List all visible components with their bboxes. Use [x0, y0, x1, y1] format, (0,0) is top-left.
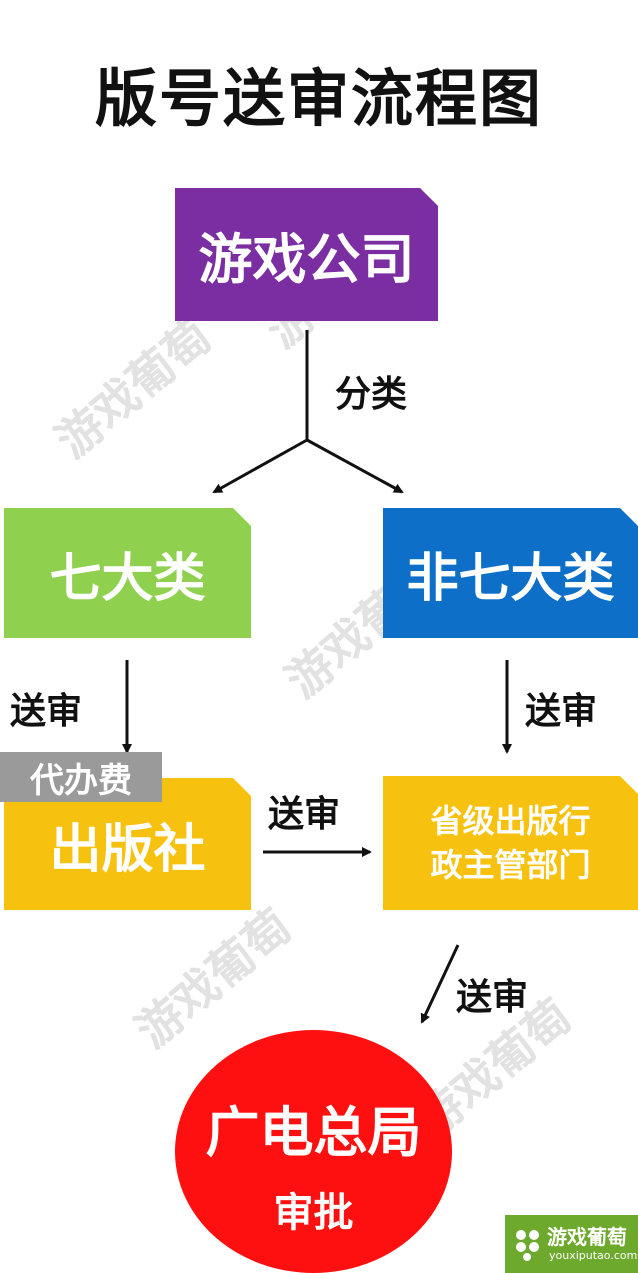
- brand-logo: 游戏葡萄 youxiputao.com: [505, 1215, 638, 1273]
- arrow-province-to-sapprft: [420, 944, 460, 1024]
- node-sapprft: 广电总局 审批: [175, 1030, 452, 1273]
- node-label: 广电总局: [205, 1100, 422, 1164]
- fee-badge: 代办费: [0, 752, 162, 802]
- node-non-seven-categories: 非七大类: [383, 508, 638, 638]
- edge-label-classify: 分类: [335, 373, 408, 415]
- edge-label-send-mid: 送审: [268, 793, 341, 835]
- page-title: 版号送审流程图: [94, 62, 543, 135]
- logo-text: 游戏葡萄: [547, 1225, 627, 1249]
- edge-label-send-right: 送审: [525, 690, 598, 732]
- logo-url: youxiputao.com: [549, 1249, 638, 1262]
- node-sublabel: 审批: [273, 1189, 354, 1236]
- arrow-to-seven: [212, 438, 308, 494]
- node-label-line1: 省级出版行: [430, 802, 591, 840]
- node-seven-categories: 七大类: [4, 508, 251, 638]
- grape-icon: [516, 1230, 539, 1261]
- node-label: 七大类: [49, 547, 206, 609]
- edge-label-send-bottom: 送审: [456, 976, 529, 1018]
- node-label: 游戏公司: [198, 227, 415, 291]
- arrow-to-non-seven: [306, 438, 404, 494]
- edge-label-send-left: 送审: [10, 690, 83, 732]
- node-label: 非七大类: [406, 547, 615, 609]
- node-label-line2: 政主管部门: [430, 846, 591, 884]
- node-provincial-authority: 省级出版行 政主管部门: [383, 776, 638, 910]
- node-game-company: 游戏公司: [175, 188, 438, 321]
- node-label: 出版社: [49, 818, 206, 880]
